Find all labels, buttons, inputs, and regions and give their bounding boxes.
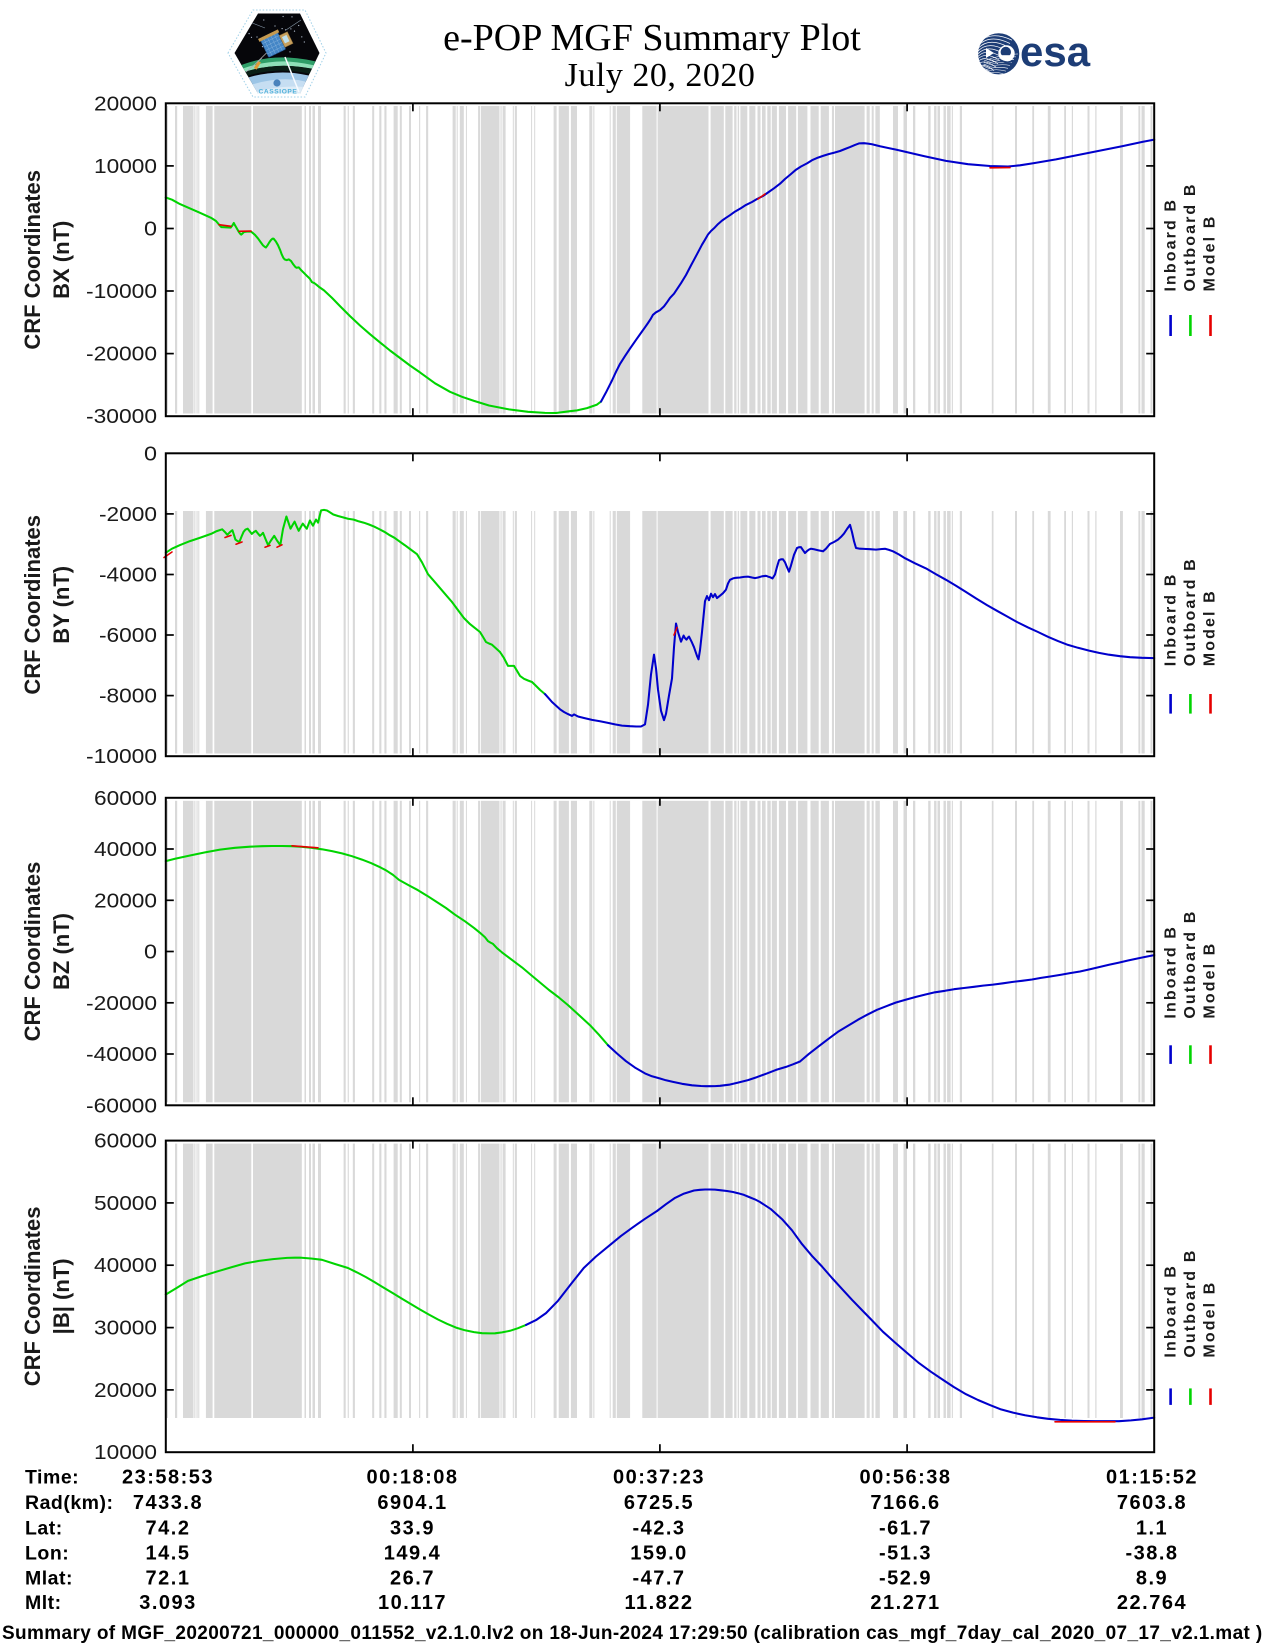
svg-text:7166.6: 7166.6 xyxy=(870,1492,940,1514)
svg-text:-42.3: -42.3 xyxy=(632,1518,685,1540)
svg-text:-20000: -20000 xyxy=(86,344,157,366)
svg-text:Outboard B: Outboard B xyxy=(1182,557,1199,666)
svg-text:20000: 20000 xyxy=(94,1380,157,1402)
svg-text:20000: 20000 xyxy=(94,890,157,912)
svg-text:01:15:52: 01:15:52 xyxy=(1106,1467,1198,1489)
svg-text:-51.3: -51.3 xyxy=(879,1543,932,1565)
svg-text:3.093: 3.093 xyxy=(139,1592,197,1614)
svg-text:-2000: -2000 xyxy=(99,504,157,526)
svg-text:Model B: Model B xyxy=(1202,942,1219,1019)
svg-text:Outboard B: Outboard B xyxy=(1182,1249,1199,1358)
svg-text:Outboard B: Outboard B xyxy=(1182,183,1199,292)
svg-text:e-POP MGF Summary Plot: e-POP MGF Summary Plot xyxy=(443,17,861,59)
svg-text:-8000: -8000 xyxy=(99,686,157,708)
svg-text:-6000: -6000 xyxy=(99,625,157,647)
svg-text:-10000: -10000 xyxy=(86,281,157,303)
svg-text:-4000: -4000 xyxy=(99,565,157,587)
svg-text:0: 0 xyxy=(144,443,157,465)
svg-text:-40000: -40000 xyxy=(86,1044,157,1066)
svg-text:50000: 50000 xyxy=(94,1193,157,1215)
svg-text:74.2: 74.2 xyxy=(146,1518,191,1540)
svg-text:-52.9: -52.9 xyxy=(879,1568,932,1590)
svg-text:10.117: 10.117 xyxy=(378,1592,447,1614)
svg-text:esa: esa xyxy=(1020,28,1091,75)
svg-text:00:18:08: 00:18:08 xyxy=(366,1467,458,1489)
svg-text:Inboard B: Inboard B xyxy=(1163,198,1180,292)
svg-text:159.0: 159.0 xyxy=(630,1543,688,1565)
svg-text:Summary of MGF_20200721_000000: Summary of MGF_20200721_000000_011552_v2… xyxy=(2,1623,1263,1644)
svg-text:CRF Coordinates: CRF Coordinates xyxy=(20,1207,45,1387)
svg-text:60000: 60000 xyxy=(94,788,157,810)
svg-text:10000: 10000 xyxy=(94,156,157,178)
svg-text:CASSIOPE: CASSIOPE xyxy=(259,89,298,96)
svg-text:Outboard B: Outboard B xyxy=(1182,910,1199,1019)
svg-text:22.764: 22.764 xyxy=(1117,1592,1187,1614)
svg-text:July 20, 2020: July 20, 2020 xyxy=(565,57,756,94)
svg-text:BX (nT): BX (nT) xyxy=(49,221,74,299)
svg-text:|B| (nT): |B| (nT) xyxy=(49,1258,74,1334)
svg-text:Model B: Model B xyxy=(1202,589,1219,666)
svg-text:-60000: -60000 xyxy=(86,1095,157,1117)
svg-text:Time:: Time: xyxy=(25,1467,79,1489)
svg-text:-61.7: -61.7 xyxy=(879,1518,932,1540)
svg-text:11.822: 11.822 xyxy=(624,1592,693,1614)
svg-text:Mlt:: Mlt: xyxy=(25,1592,62,1614)
svg-text:BY (nT): BY (nT) xyxy=(49,566,74,644)
svg-text:-20000: -20000 xyxy=(86,993,157,1015)
svg-text:60000: 60000 xyxy=(94,1131,157,1153)
svg-text:8.9: 8.9 xyxy=(1136,1568,1168,1590)
svg-text:6904.1: 6904.1 xyxy=(377,1492,447,1514)
svg-text:-30000: -30000 xyxy=(86,406,157,428)
svg-text:72.1: 72.1 xyxy=(146,1568,191,1590)
svg-text:Lon:: Lon: xyxy=(25,1543,69,1565)
svg-text:-10000: -10000 xyxy=(86,746,157,768)
svg-text:40000: 40000 xyxy=(94,839,157,861)
svg-text:7603.8: 7603.8 xyxy=(1117,1492,1187,1514)
svg-text:Inboard B: Inboard B xyxy=(1163,1264,1180,1358)
svg-text:Mlat:: Mlat: xyxy=(25,1568,73,1590)
svg-text:BZ (nT): BZ (nT) xyxy=(49,913,74,990)
svg-text:23:58:53: 23:58:53 xyxy=(122,1467,214,1489)
svg-text:00:37:23: 00:37:23 xyxy=(613,1467,705,1489)
svg-text:CRF Coordinates: CRF Coordinates xyxy=(20,170,45,350)
svg-text:00:56:38: 00:56:38 xyxy=(859,1467,951,1489)
svg-text:149.4: 149.4 xyxy=(384,1543,442,1565)
svg-text:40000: 40000 xyxy=(94,1255,157,1277)
svg-text:14.5: 14.5 xyxy=(146,1543,191,1565)
svg-text:Lat:: Lat: xyxy=(25,1518,63,1540)
svg-text:Inboard B: Inboard B xyxy=(1163,925,1180,1019)
svg-text:7433.8: 7433.8 xyxy=(133,1492,203,1514)
svg-text:0: 0 xyxy=(144,219,157,241)
svg-text:-47.7: -47.7 xyxy=(632,1568,685,1590)
svg-text:21.271: 21.271 xyxy=(870,1592,940,1614)
svg-text:CRF Coordinates: CRF Coordinates xyxy=(20,862,45,1042)
svg-text:-38.8: -38.8 xyxy=(1125,1543,1178,1565)
svg-text:Rad(km):: Rad(km): xyxy=(25,1492,114,1514)
svg-text:20000: 20000 xyxy=(94,93,157,115)
svg-text:Model B: Model B xyxy=(1202,215,1219,292)
svg-text:10000: 10000 xyxy=(94,1442,157,1464)
svg-text:26.7: 26.7 xyxy=(390,1568,435,1590)
svg-text:30000: 30000 xyxy=(94,1318,157,1340)
svg-text:Inboard B: Inboard B xyxy=(1163,573,1180,667)
svg-text:0: 0 xyxy=(144,942,157,964)
svg-text:Model B: Model B xyxy=(1202,1281,1219,1358)
svg-text:1.1: 1.1 xyxy=(1136,1518,1168,1540)
svg-text:33.9: 33.9 xyxy=(390,1518,435,1540)
svg-text:CRF Coordinates: CRF Coordinates xyxy=(20,515,45,695)
svg-text:6725.5: 6725.5 xyxy=(624,1492,694,1514)
